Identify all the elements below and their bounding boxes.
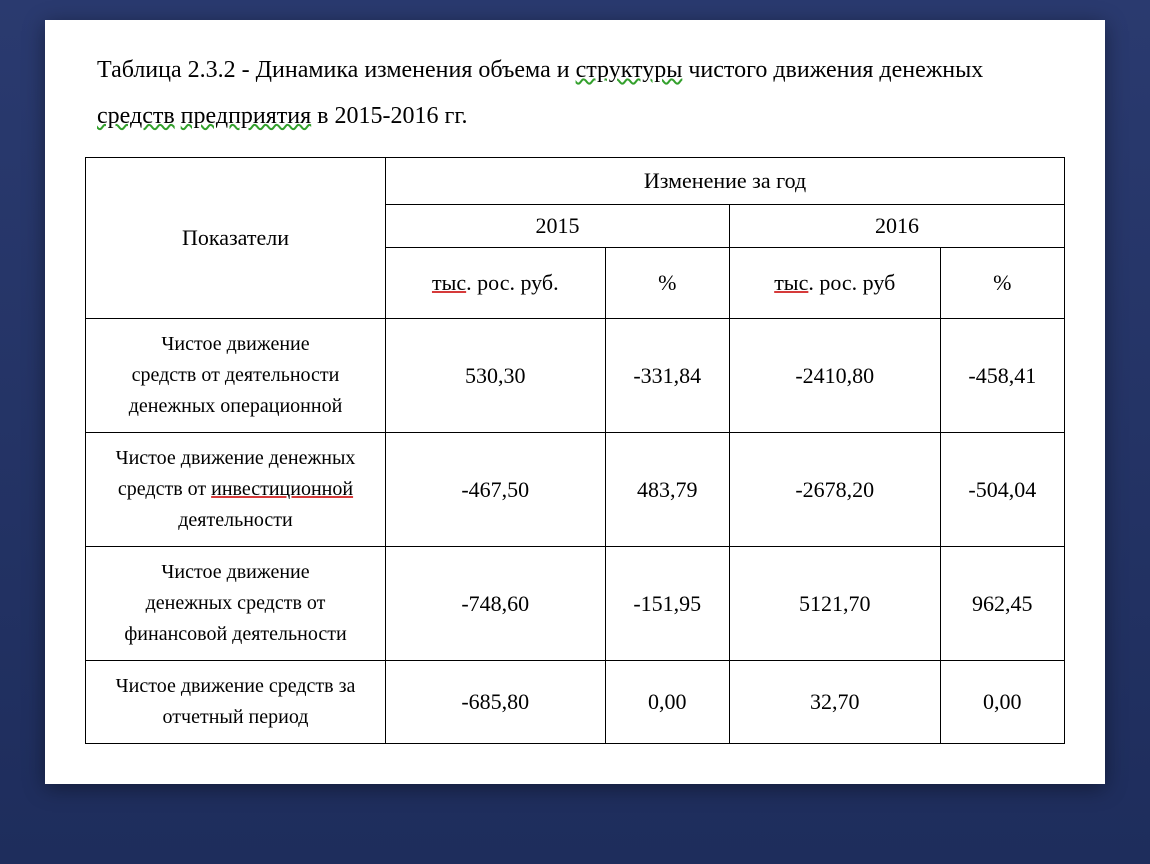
table-row: Чистое движение денежных средств от фина… <box>86 547 1065 661</box>
header-change-year: Изменение за год <box>386 158 1065 205</box>
cell-value: -331,84 <box>605 319 729 433</box>
document-page: Таблица 2.3.2 - Динамика изменения объем… <box>45 20 1105 784</box>
unit-tys-1: тыс <box>432 270 466 295</box>
caption-word-sredstv: средств <box>97 103 175 129</box>
row-label-operating: Чистое движение средств от деятельности … <box>86 319 386 433</box>
cell-value: 32,70 <box>729 661 940 744</box>
header-unit-pct-2015: % <box>605 248 729 319</box>
cell-value: 530,30 <box>386 319 606 433</box>
header-unit-rub-2015: тыс. рос. руб. <box>386 248 606 319</box>
unit-tys-2: тыс <box>774 270 808 295</box>
cell-value: -2678,20 <box>729 433 940 547</box>
row-label-financing: Чистое движение денежных средств от фина… <box>86 547 386 661</box>
caption-word-struct: структуры <box>576 57 683 83</box>
header-2016: 2016 <box>729 205 1064 248</box>
table-row: Чистое движение денежных средств от инве… <box>86 433 1065 547</box>
cell-value: -467,50 <box>386 433 606 547</box>
cell-value: 5121,70 <box>729 547 940 661</box>
cashflow-table: Показатели Изменение за год 2015 2016 ты… <box>85 157 1065 744</box>
row-label-period-total: Чистое движение средств за отчетный пери… <box>86 661 386 744</box>
cell-value: 962,45 <box>940 547 1064 661</box>
table-caption: Таблица 2.3.2 - Динамика изменения объем… <box>57 48 1093 157</box>
unit-rest-1: . рос. руб. <box>466 270 558 295</box>
header-unit-pct-2016: % <box>940 248 1064 319</box>
cell-value: -685,80 <box>386 661 606 744</box>
caption-text-3: в 2015-2016 гг. <box>311 103 467 129</box>
unit-rest-2: . рос. руб <box>808 270 895 295</box>
header-indicators: Показатели <box>86 158 386 319</box>
cell-value: -151,95 <box>605 547 729 661</box>
cell-value: -748,60 <box>386 547 606 661</box>
table-row: Чистое движение средств за отчетный пери… <box>86 661 1065 744</box>
header-unit-rub-2016: тыс. рос. руб <box>729 248 940 319</box>
cell-value: -504,04 <box>940 433 1064 547</box>
cell-value: 0,00 <box>605 661 729 744</box>
caption-text-1: Таблица 2.3.2 - Динамика изменения объем… <box>97 57 576 83</box>
table-header-row-1: Показатели Изменение за год <box>86 158 1065 205</box>
cell-value: 483,79 <box>605 433 729 547</box>
cell-value: -2410,80 <box>729 319 940 433</box>
caption-text-2: чистого движения денежных <box>682 57 983 83</box>
cell-value: -458,41 <box>940 319 1064 433</box>
caption-word-predpr: предприятия <box>181 103 312 129</box>
cell-value: 0,00 <box>940 661 1064 744</box>
header-2015: 2015 <box>386 205 730 248</box>
row-label-investing: Чистое движение денежных средств от инве… <box>86 433 386 547</box>
table-row: Чистое движение средств от деятельности … <box>86 319 1065 433</box>
